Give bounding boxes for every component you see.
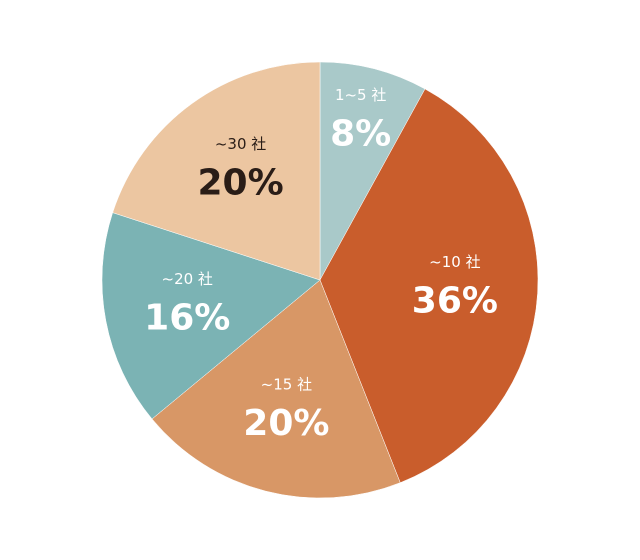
slice-category: ~10 社 <box>429 253 480 271</box>
slice-category: ~20 社 <box>162 270 213 288</box>
slice-category: ~15 社 <box>261 375 312 393</box>
slice-value-label: 20% <box>243 403 329 444</box>
pie-slice <box>151 279 401 499</box>
slice-value-label: 20% <box>197 163 283 204</box>
slice-value-label: 36% <box>412 280 498 321</box>
pie-slice <box>101 212 321 420</box>
pie-slice <box>112 61 321 281</box>
slice-value-label: 8% <box>330 114 391 155</box>
slice-category: 1~5 社 <box>335 86 386 104</box>
pie-slice <box>319 88 539 484</box>
slice-value-label: 16% <box>144 297 230 338</box>
slice-category: ~30 社 <box>215 135 266 153</box>
pie-slice <box>319 61 426 281</box>
